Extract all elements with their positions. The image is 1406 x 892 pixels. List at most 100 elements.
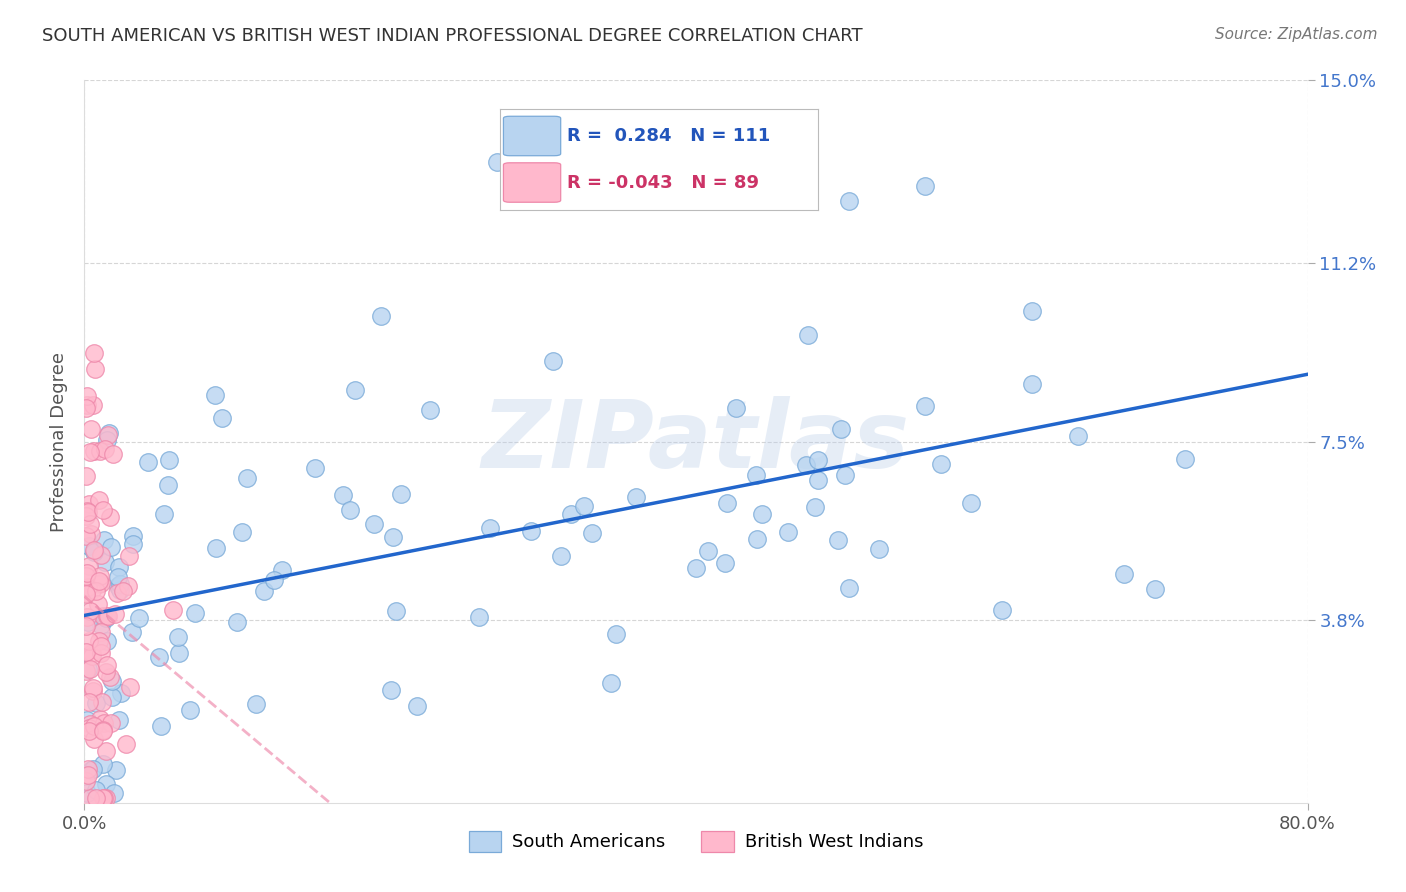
Text: ZIPatlas: ZIPatlas bbox=[482, 395, 910, 488]
Point bbox=[231, 524, 253, 539]
Point bbox=[108, 559, 131, 574]
Point bbox=[531, 179, 554, 194]
Point bbox=[83, 719, 105, 733]
Point bbox=[115, 737, 138, 751]
Point bbox=[107, 579, 129, 593]
Point bbox=[519, 524, 541, 539]
Point bbox=[76, 389, 98, 403]
Point bbox=[75, 509, 97, 524]
Point bbox=[204, 388, 226, 402]
Point bbox=[79, 604, 101, 618]
Point bbox=[117, 579, 139, 593]
Point bbox=[75, 529, 97, 543]
Point bbox=[167, 631, 190, 645]
Point bbox=[104, 607, 127, 621]
Point bbox=[76, 505, 98, 519]
Point bbox=[869, 542, 891, 557]
Point bbox=[236, 471, 259, 485]
Point bbox=[745, 467, 768, 482]
Point bbox=[101, 447, 124, 461]
Point bbox=[794, 458, 817, 473]
Point bbox=[97, 609, 120, 624]
Point bbox=[86, 597, 108, 611]
Point bbox=[714, 557, 737, 571]
Point bbox=[83, 346, 105, 360]
Point bbox=[79, 445, 101, 459]
Point bbox=[724, 401, 747, 415]
Point bbox=[136, 455, 159, 469]
Point bbox=[75, 469, 97, 483]
Point bbox=[90, 548, 112, 562]
Point bbox=[838, 194, 860, 208]
Point bbox=[84, 362, 107, 376]
Point bbox=[162, 603, 184, 617]
Point bbox=[697, 544, 720, 558]
Point bbox=[75, 773, 97, 788]
Point bbox=[776, 524, 799, 539]
Point bbox=[75, 645, 97, 659]
Point bbox=[77, 580, 100, 594]
Point bbox=[751, 507, 773, 521]
Point bbox=[79, 517, 101, 532]
Point bbox=[271, 563, 294, 577]
Point bbox=[344, 383, 367, 397]
Point bbox=[77, 695, 100, 709]
Point bbox=[382, 530, 405, 544]
Point bbox=[581, 525, 603, 540]
Point bbox=[91, 757, 114, 772]
Point bbox=[245, 697, 267, 711]
Point bbox=[84, 791, 107, 805]
Point bbox=[225, 615, 247, 629]
Point bbox=[148, 650, 170, 665]
Point bbox=[80, 582, 103, 597]
Point bbox=[79, 559, 101, 574]
Point bbox=[914, 179, 936, 194]
Point bbox=[94, 610, 117, 624]
Point bbox=[153, 507, 176, 521]
Point bbox=[76, 786, 98, 800]
Point bbox=[89, 569, 111, 583]
Point bbox=[96, 609, 118, 624]
Point bbox=[1021, 376, 1043, 391]
Point bbox=[304, 461, 326, 475]
Point bbox=[94, 743, 117, 757]
Point bbox=[82, 762, 104, 776]
Point bbox=[89, 492, 111, 507]
Point bbox=[77, 539, 100, 553]
Point bbox=[76, 503, 98, 517]
Point bbox=[84, 783, 107, 797]
Point bbox=[103, 786, 125, 800]
Point bbox=[716, 495, 738, 509]
Point bbox=[1114, 567, 1136, 582]
Point bbox=[75, 401, 97, 415]
Point bbox=[159, 453, 181, 467]
Point bbox=[80, 648, 103, 663]
Point bbox=[128, 611, 150, 625]
Point bbox=[179, 703, 201, 717]
Point bbox=[1021, 304, 1043, 318]
Point bbox=[76, 713, 98, 727]
Point bbox=[77, 633, 100, 648]
Point bbox=[205, 541, 228, 556]
Point bbox=[89, 444, 111, 458]
Point bbox=[77, 721, 100, 735]
Point bbox=[105, 586, 128, 600]
Point bbox=[98, 670, 121, 684]
Point bbox=[79, 717, 101, 731]
Point bbox=[486, 155, 509, 169]
Point bbox=[90, 618, 112, 632]
Point bbox=[96, 634, 118, 648]
Point bbox=[339, 503, 361, 517]
Point bbox=[76, 398, 98, 412]
Point bbox=[87, 634, 110, 648]
Point bbox=[685, 561, 707, 575]
Point bbox=[90, 639, 112, 653]
Point bbox=[96, 665, 118, 679]
Point bbox=[1174, 452, 1197, 467]
Point bbox=[89, 712, 111, 726]
Point bbox=[90, 695, 112, 709]
Point bbox=[79, 791, 101, 805]
Point bbox=[389, 487, 412, 501]
Point bbox=[747, 533, 769, 547]
Point bbox=[991, 603, 1014, 617]
